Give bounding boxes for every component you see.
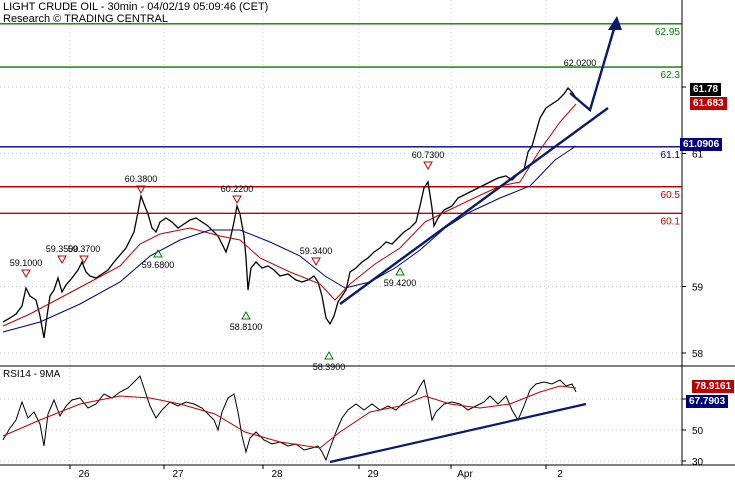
current-price-tag: 61.78 [690, 83, 722, 96]
ma-slow-line [2, 145, 577, 333]
high-marker-icon [79, 255, 89, 265]
high-label: 59.3500 [46, 244, 79, 254]
level-label: 61.1 [661, 150, 681, 161]
level-label: 60.5 [661, 190, 681, 201]
low-marker-icon [395, 266, 405, 276]
rsi-series [2, 375, 587, 464]
low-label: 58.3900 [313, 362, 346, 372]
rsi-trendline [329, 402, 587, 464]
point-label: 62.0200 [564, 58, 597, 68]
high-marker-icon [423, 161, 433, 171]
grid [0, 0, 682, 465]
low-label: 58.8100 [230, 322, 263, 332]
high-label: 60.7300 [412, 150, 445, 160]
time-tick-label: 26 [78, 469, 90, 480]
high-marker-icon [136, 185, 146, 195]
forecast-path [569, 21, 618, 113]
low-marker-icon [153, 248, 163, 258]
high-label: 59.3700 [68, 244, 101, 254]
price-line [2, 86, 577, 339]
time-tick-label: 27 [172, 469, 184, 480]
high-label: 60.2200 [221, 184, 254, 194]
low-marker-icon [324, 350, 334, 360]
price-tick-label: 58 [692, 349, 704, 360]
level-label: 62.95 [655, 27, 680, 38]
time-tick-label: 28 [271, 469, 283, 480]
time-tick-label: 2 [557, 469, 563, 480]
rsi-title: RSI14 - 9MA [3, 369, 61, 380]
series [2, 16, 622, 339]
rsi-tick-label: 30 [692, 457, 704, 468]
support-trendline [339, 107, 609, 305]
ma-fast-tag: 61.683 [690, 97, 727, 110]
chart-title: LIGHT CRUDE OIL - 30min - 04/02/19 05:09… [3, 1, 269, 13]
price-tick-label: 61 [692, 150, 704, 161]
time-tick-label: Apr [457, 469, 473, 480]
level-label: 60.1 [661, 216, 681, 227]
high-marker-icon [232, 195, 242, 205]
high-marker-icon [311, 257, 321, 267]
price-tick-label: 59 [692, 283, 704, 294]
ma-slow-tag: 61.0906 [680, 138, 723, 151]
rsi-ma-line [2, 385, 577, 449]
high-marker-icon [21, 269, 31, 279]
high-label: 59.3400 [300, 246, 333, 256]
forecast-arrowhead [608, 16, 622, 30]
low-marker-icon [241, 310, 251, 320]
rsi-tag: 78.9161 [692, 380, 735, 393]
rsi-tick-label: 50 [692, 426, 704, 437]
research-credit: Research © TRADING CENTRAL [3, 13, 168, 25]
time-tick-label: 29 [367, 469, 379, 480]
rsi-line [2, 375, 577, 462]
level-lines: 62.95 62.3 61.1 60.5 60.1 [0, 23, 682, 227]
level-label: 62.3 [661, 70, 681, 81]
high-label: 59.1000 [10, 258, 43, 268]
low-label: 59.6800 [142, 260, 175, 270]
low-label: 59.4200 [384, 278, 417, 288]
rsi-ma-tag: 67.7903 [686, 395, 729, 408]
high-label: 60.3800 [125, 174, 158, 184]
high-marker-icon [57, 255, 67, 265]
